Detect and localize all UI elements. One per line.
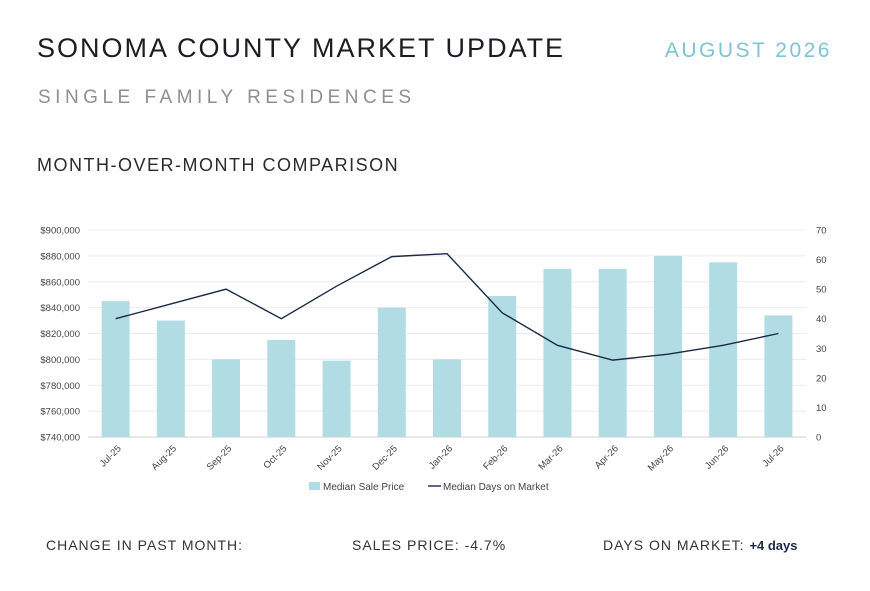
y-right-tick-label: 40 bbox=[816, 314, 827, 325]
line-series bbox=[115, 252, 779, 361]
x-tick-label: Jun-26 bbox=[703, 443, 731, 471]
page-subtitle: SINGLE FAMILY RESIDENCES bbox=[38, 87, 416, 108]
legend-label-bar: Median Sale Price bbox=[323, 482, 405, 493]
sales-change-value: -4.7% bbox=[464, 537, 507, 553]
y-left-tick-label: $820,000 bbox=[40, 329, 80, 340]
x-tick-label: Apr-26 bbox=[593, 443, 621, 471]
bar bbox=[709, 262, 738, 437]
gridlines bbox=[88, 229, 806, 438]
bar bbox=[488, 295, 517, 437]
section-heading: MONTH-OVER-MONTH COMPARISON bbox=[37, 155, 400, 175]
y-axis-left: $740,000 $760,000 $780,000 $800,000 $820,000… bbox=[40, 226, 80, 444]
report-date: AUGUST 2026 bbox=[664, 39, 832, 62]
legend-swatch-bar bbox=[309, 482, 320, 490]
x-tick-label: Sep-25 bbox=[205, 443, 234, 472]
x-tick-label: Oct-25 bbox=[261, 443, 289, 471]
bar bbox=[598, 268, 627, 437]
x-tick-label: Feb-26 bbox=[481, 443, 510, 472]
dom-change: DAYS ON MARKET: +4 days bbox=[603, 537, 798, 553]
y-left-tick-label: $760,000 bbox=[40, 407, 80, 418]
x-tick-label: Aug-25 bbox=[150, 443, 179, 472]
x-tick-label: Jul-25 bbox=[98, 443, 124, 469]
bar bbox=[156, 320, 185, 437]
change-label: CHANGE IN PAST MONTH: bbox=[46, 537, 244, 553]
bar bbox=[543, 268, 572, 437]
legend-label-line: Median Days on Market bbox=[443, 482, 549, 493]
y-right-tick-label: 50 bbox=[816, 285, 827, 296]
x-axis: Jul-25 Aug-25 Sep-25 Oct-25 Nov-25 Dec-25 Jan-… bbox=[98, 443, 787, 473]
y-right-tick-label: 60 bbox=[816, 255, 827, 266]
bar bbox=[653, 255, 682, 437]
y-left-tick-label: $840,000 bbox=[40, 303, 80, 314]
y-right-tick-label: 30 bbox=[816, 344, 827, 355]
bar bbox=[212, 359, 241, 437]
bar bbox=[101, 301, 130, 437]
x-tick-label: Jul-26 bbox=[760, 443, 786, 469]
bar bbox=[377, 307, 406, 437]
sales-change: SALES PRICE: -4.7% bbox=[352, 537, 506, 553]
bar bbox=[267, 339, 296, 437]
combo-chart: $740,000 $760,000 $780,000 $800,000 $820,000… bbox=[40, 226, 827, 494]
y-right-tick-label: 20 bbox=[816, 373, 827, 384]
y-left-tick-label: $800,000 bbox=[40, 355, 80, 366]
x-tick-label: Jan-26 bbox=[427, 443, 455, 471]
y-right-tick-label: 0 bbox=[816, 433, 821, 444]
y-left-tick-label: $900,000 bbox=[40, 226, 80, 237]
y-right-tick-label: 10 bbox=[816, 403, 827, 414]
dom-change-value: +4 days bbox=[749, 538, 798, 553]
y-axis-right: 0 10 20 30 40 50 60 70 bbox=[816, 226, 827, 444]
x-tick-label: Dec-25 bbox=[370, 443, 399, 472]
y-left-tick-label: $740,000 bbox=[40, 433, 80, 444]
x-tick-label: Mar-26 bbox=[537, 443, 566, 472]
x-tick-label: May-26 bbox=[646, 443, 676, 473]
bar bbox=[433, 359, 461, 437]
dom-change-label: DAYS ON MARKET: bbox=[603, 537, 745, 553]
legend: Median Sale Price Median Days on Market bbox=[309, 482, 549, 493]
page-title: SONOMA COUNTY MARKET UPDATE bbox=[37, 33, 566, 63]
y-left-tick-label: $780,000 bbox=[40, 381, 80, 392]
y-left-tick-label: $860,000 bbox=[40, 277, 80, 288]
series-line bbox=[115, 252, 779, 361]
x-tick-label: Nov-25 bbox=[315, 443, 344, 472]
y-left-tick-label: $880,000 bbox=[40, 251, 80, 262]
y-right-tick-label: 70 bbox=[816, 226, 827, 237]
bar bbox=[322, 360, 351, 437]
bar-series bbox=[101, 255, 793, 437]
sales-change-label: SALES PRICE: bbox=[352, 537, 460, 553]
